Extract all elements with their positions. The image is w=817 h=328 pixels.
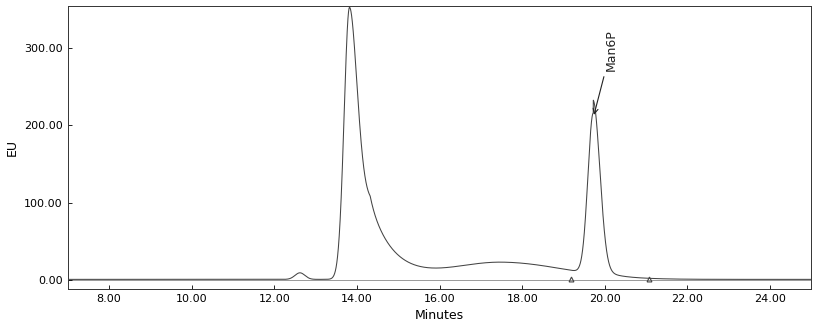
Text: Man6P: Man6P [593,30,618,114]
X-axis label: Minutes: Minutes [415,309,464,322]
Y-axis label: EU: EU [6,139,19,156]
